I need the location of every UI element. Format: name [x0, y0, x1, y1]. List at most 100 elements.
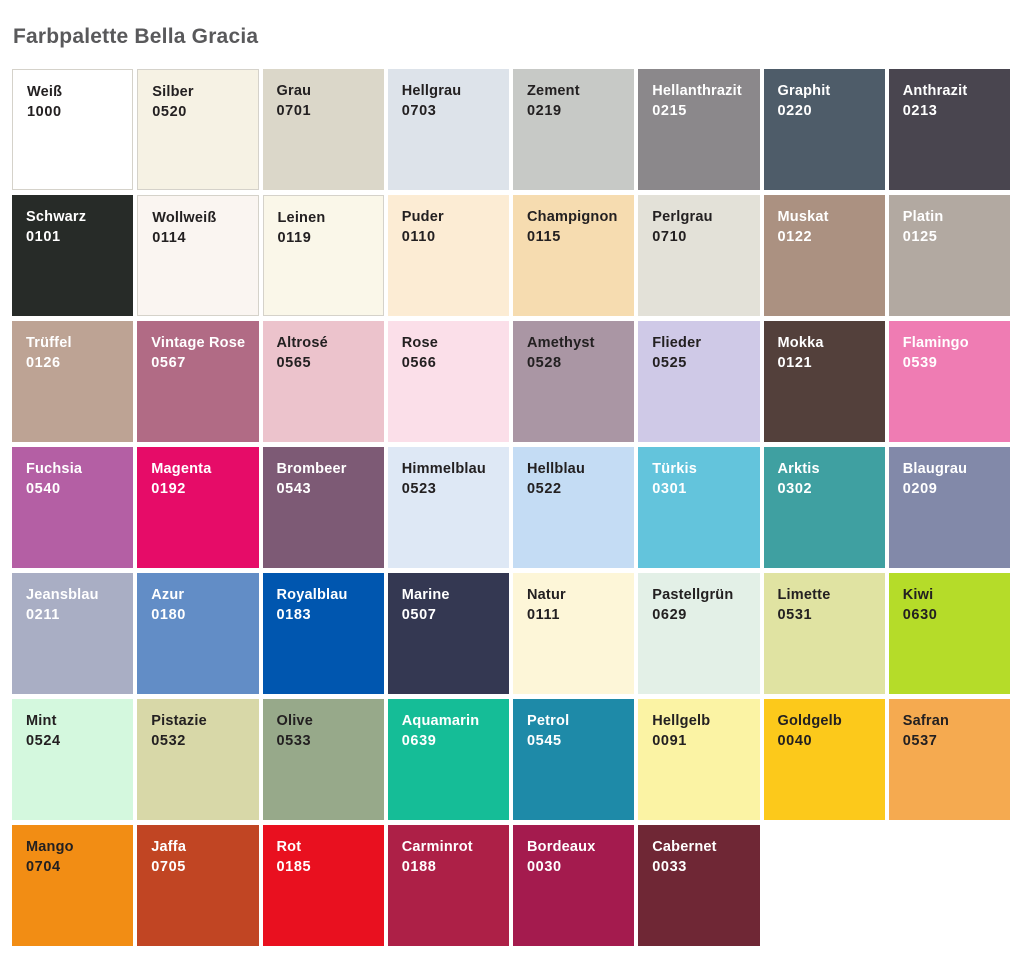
swatch-name: Safran	[902, 713, 950, 729]
swatch-name: Vintage Rose	[151, 335, 246, 351]
swatch-0209: Blaugrau 0209	[888, 447, 1010, 568]
swatch-0115: Champignon 0115	[513, 195, 635, 316]
swatch-code: 0543	[276, 481, 312, 497]
swatch-0540: Fuchsia 0540	[12, 447, 134, 568]
swatch-name: Perlgrau	[652, 209, 713, 225]
swatch-0183: Royalblau 0183	[262, 573, 384, 694]
swatch-0180: Azur 0180	[137, 573, 259, 694]
swatch-0630: Kiwi 0630	[888, 573, 1010, 694]
swatch-code: 0180	[151, 607, 186, 623]
swatch-0119: Leinen 0119	[262, 195, 384, 316]
swatch-code: 0705	[151, 859, 186, 875]
swatch-0705: Jaffa 0705	[137, 825, 259, 946]
swatch-code: 0114	[152, 230, 187, 246]
swatch-0213: Anthrazit 0213	[888, 69, 1010, 190]
swatch-0525: Flieder 0525	[638, 321, 760, 442]
swatch-0122: Muskat 0122	[763, 195, 885, 316]
swatch-code: 0703	[401, 103, 437, 119]
swatch-name: Natur	[527, 587, 566, 603]
swatch-code: 0528	[527, 355, 562, 371]
swatch-code: 0532	[151, 733, 186, 749]
swatch-code: 0091	[652, 733, 687, 749]
swatch-name: Hellblau	[527, 461, 585, 477]
swatch-0301: Türkis 0301	[638, 447, 760, 568]
swatch-0215: Hellanthrazit 0215	[638, 69, 760, 190]
swatch-name: Hellgelb	[652, 713, 711, 729]
swatch-0030: Bordeaux 0030	[513, 825, 635, 946]
swatch-0211: Jeansblau 0211	[12, 573, 134, 694]
swatch-0188: Carminrot 0188	[387, 825, 509, 946]
swatch-name: Jaffa	[151, 839, 187, 855]
swatch-name: Silber	[152, 84, 194, 100]
swatch-0219: Zement 0219	[513, 69, 635, 190]
swatch-0545: Petrol 0545	[513, 699, 635, 820]
swatch-code: 0524	[26, 733, 61, 749]
swatch-name: Jeansblau	[26, 587, 99, 603]
swatch-0125: Platin 0125	[888, 195, 1010, 316]
swatch-0126: Trüffel 0126	[12, 321, 134, 442]
swatch-0121: Mokka 0121	[763, 321, 885, 442]
swatch-code: 0033	[652, 859, 687, 875]
page-title: Farbpalette Bella Gracia	[13, 25, 259, 48]
swatch-name: Zement	[527, 83, 580, 99]
swatch-name: Himmelblau	[401, 461, 486, 477]
swatch-code: 0040	[777, 733, 813, 749]
swatch-code: 0539	[902, 355, 938, 371]
swatch-code: 0101	[26, 229, 61, 245]
swatch-name: Mango	[26, 839, 74, 855]
swatch-0537: Safran 0537	[888, 699, 1010, 820]
swatch-0523: Himmelblau 0523	[387, 447, 509, 568]
swatch-0110: Puder 0110	[387, 195, 509, 316]
swatch-code: 0188	[401, 859, 437, 875]
swatch-code: 0710	[652, 229, 687, 245]
swatch-name: Pistazie	[151, 713, 207, 729]
swatch-0520: Silber 0520	[137, 69, 259, 190]
swatch-code: 0639	[401, 733, 437, 749]
swatch-name: Hellgrau	[401, 83, 462, 99]
swatch-name: Aquamarin	[401, 713, 480, 729]
swatch-code: 0115	[527, 229, 561, 245]
swatch-name: Muskat	[777, 209, 829, 225]
swatch-name: Amethyst	[527, 335, 595, 351]
swatch-name: Flieder	[652, 335, 702, 351]
swatch-name: Royalblau	[276, 587, 348, 603]
swatch-code: 0525	[652, 355, 687, 371]
swatch-code: 0126	[26, 355, 61, 371]
swatch-name: Altrosé	[276, 335, 328, 351]
swatch-code: 0567	[151, 355, 186, 371]
swatch-0639: Aquamarin 0639	[387, 699, 509, 820]
swatch-0111: Natur 0111	[513, 573, 635, 694]
swatch-code: 0111	[527, 607, 561, 623]
swatch-name: Limette	[777, 587, 831, 603]
palette-grid: Weiß 1000 Silber 0520 Grau 0701 Hellgrau 0703 Ze…	[12, 69, 1010, 946]
swatch-code: 0110	[401, 229, 436, 245]
swatch-code: 0537	[902, 733, 938, 749]
swatch-code: 0523	[401, 481, 437, 497]
swatch-name: Türkis	[652, 461, 697, 477]
swatch-name: Blaugrau	[902, 461, 968, 477]
swatch-name: Flamingo	[902, 335, 969, 351]
swatch-0532: Pistazie 0532	[137, 699, 259, 820]
swatch-0539: Flamingo 0539	[888, 321, 1010, 442]
swatch-name: Anthrazit	[902, 83, 968, 99]
swatch-name: Olive	[276, 713, 313, 729]
swatch-name: Kiwi	[902, 587, 934, 603]
swatch-code: 0192	[151, 481, 186, 497]
swatch-name: Graphit	[777, 83, 831, 99]
swatch-0033: Cabernet 0033	[638, 825, 760, 946]
swatch-name: Platin	[902, 209, 944, 225]
swatch-code: 0531	[777, 607, 813, 623]
swatch-name: Wollweiß	[152, 210, 217, 226]
swatch-0533: Olive 0533	[262, 699, 384, 820]
swatch-name: Goldgelb	[777, 713, 842, 729]
swatch-code: 0219	[527, 103, 562, 119]
swatch-0703: Hellgrau 0703	[387, 69, 509, 190]
swatch-0524: Mint 0524	[12, 699, 134, 820]
swatch-code: 0701	[276, 103, 312, 119]
swatch-0567: Vintage Rose 0567	[137, 321, 259, 442]
swatch-name: Marine	[401, 587, 450, 603]
swatch-name: Bordeaux	[527, 839, 596, 855]
swatch-code: 0704	[26, 859, 61, 875]
swatch-0114: Wollweiß 0114	[137, 195, 259, 316]
swatch-0040: Goldgelb 0040	[763, 699, 885, 820]
